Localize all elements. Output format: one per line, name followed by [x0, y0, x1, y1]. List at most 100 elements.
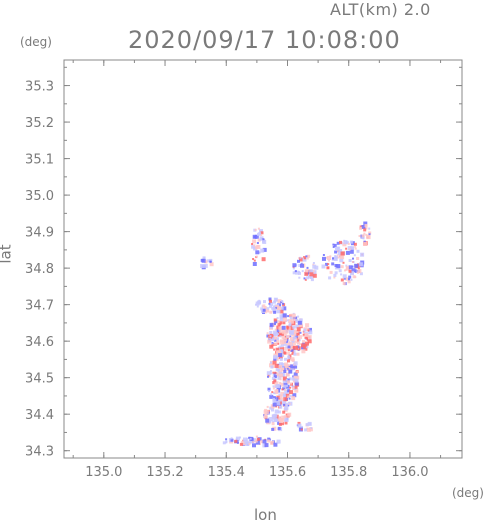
echo-pixel — [314, 270, 317, 273]
echo-pixel — [294, 330, 299, 335]
echo-pixel — [296, 352, 300, 356]
echo-pixel — [267, 375, 269, 378]
echo-pixel — [248, 442, 251, 445]
echo-pixel — [278, 351, 282, 355]
echo-pixel — [298, 271, 301, 275]
echo-pixel — [284, 364, 289, 369]
echo-pixel — [288, 354, 292, 358]
echo-pixel — [304, 278, 307, 281]
echo-pixel — [270, 393, 273, 396]
echo-pixel — [305, 255, 308, 258]
echo-pixel — [256, 242, 259, 244]
y-tick-label: 34.3 — [25, 445, 54, 460]
echo-pixel — [239, 442, 243, 446]
echo-pixel — [266, 309, 270, 313]
echo-pixel — [278, 326, 283, 331]
echo-pixel — [291, 377, 295, 381]
echo-pixel — [279, 317, 284, 322]
echo-pixel — [255, 440, 260, 445]
echo-pixel — [280, 353, 284, 357]
echo-pixel — [270, 372, 272, 375]
echo-pixel — [304, 269, 308, 273]
echo-pixel — [209, 258, 213, 262]
echo-pixel — [291, 339, 295, 343]
echo-pixel — [286, 325, 290, 329]
echo-pixel — [273, 318, 277, 322]
echo-pixel — [274, 409, 279, 414]
echo-pixel — [283, 402, 288, 407]
echo-pixel — [275, 347, 280, 352]
echo-pixel — [274, 371, 277, 374]
echo-pixel — [279, 419, 283, 423]
echo-pixel — [287, 359, 290, 363]
echo-pixel — [307, 335, 312, 340]
echo-pixel — [340, 255, 345, 260]
echo-pixel — [359, 226, 363, 230]
echo-pixel — [334, 250, 338, 254]
echo-pixel — [339, 258, 344, 263]
echo-pixel — [290, 344, 293, 347]
echo-pixel — [302, 257, 307, 262]
echo-pixel — [295, 270, 300, 275]
echo-pixel — [282, 329, 286, 333]
echo-pixel — [294, 270, 297, 273]
echo-pixel — [269, 299, 272, 303]
echo-pixel — [357, 267, 360, 270]
echo-pixel — [350, 278, 353, 281]
echo-pixel — [309, 422, 312, 425]
echo-pixel — [288, 369, 293, 374]
echo-pixel — [258, 251, 261, 254]
y-tick-label: 34.8 — [25, 262, 54, 277]
echo-pixel — [284, 389, 289, 394]
echo-pixel — [282, 346, 287, 351]
echo-pixel — [361, 237, 364, 239]
echo-pixel — [304, 333, 309, 337]
echo-pixel — [269, 370, 272, 373]
echo-pixel — [366, 235, 371, 240]
echo-pixel — [277, 375, 282, 380]
echo-pixel — [304, 428, 308, 432]
echo-pixel — [270, 361, 272, 364]
echo-pixel — [289, 335, 292, 338]
echo-pixel — [327, 263, 330, 266]
echo-pixel — [282, 302, 285, 305]
echo-pixel — [363, 241, 368, 246]
echo-pixel — [363, 232, 366, 235]
echo-pixel — [350, 246, 355, 251]
echo-pixel — [268, 375, 271, 378]
echo-pixel — [253, 236, 256, 238]
echo-pixel — [287, 349, 290, 352]
echo-pixel — [290, 330, 294, 335]
echo-pixel — [200, 264, 205, 268]
echo-pixel — [304, 343, 308, 347]
echo-pixel — [276, 339, 280, 343]
echo-pixel — [277, 369, 281, 372]
echo-pixel — [269, 310, 273, 314]
echo-pixel — [293, 361, 298, 366]
echo-pixel — [261, 257, 266, 262]
echo-pixel — [282, 376, 287, 381]
echo-pixel — [307, 254, 311, 258]
echo-pixel — [296, 333, 300, 336]
echo-pixel — [287, 351, 291, 355]
echo-pixel — [269, 331, 273, 334]
echo-pixel — [296, 370, 299, 373]
echo-pixel — [306, 266, 309, 269]
echo-pixel — [254, 439, 258, 443]
echo-pixel — [304, 257, 306, 260]
echo-pixel — [255, 255, 258, 258]
echo-pixel — [260, 233, 263, 236]
echo-pixel — [269, 344, 274, 349]
echo-pixel — [282, 339, 287, 344]
echo-pixel — [340, 273, 343, 276]
echo-pixel — [287, 404, 290, 407]
echo-pixel — [360, 252, 365, 257]
echo-pixel — [356, 249, 360, 253]
echo-pixel — [285, 346, 288, 349]
echo-pixel — [253, 244, 256, 247]
x-tick-label: 135.2 — [146, 465, 183, 480]
echo-pixel — [274, 328, 277, 331]
echo-pixel — [257, 227, 260, 230]
echo-pixel — [271, 427, 275, 431]
echo-pixel — [280, 306, 284, 310]
